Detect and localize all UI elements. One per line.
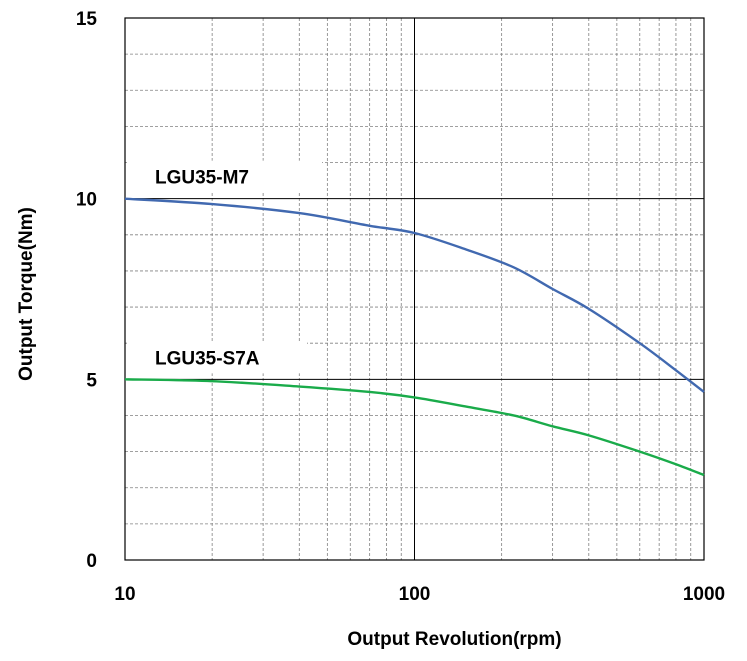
y-tick-label: 15 — [76, 9, 98, 30]
y-tick-labels: 0 5 10 15 — [76, 9, 98, 572]
plot-frame — [124, 17, 705, 561]
series-layer — [124, 197, 705, 477]
series-label-2: LGU35-S7A — [155, 348, 260, 369]
x-tick-label: 1000 — [683, 584, 725, 605]
series-line-2 — [124, 378, 705, 477]
y-tick-label: 0 — [86, 551, 97, 572]
y-tick-label: 5 — [86, 370, 97, 391]
series-line-1 — [124, 197, 705, 393]
x-tick-labels: 10 100 1000 — [114, 584, 725, 605]
y-tick-label: 10 — [76, 190, 97, 211]
x-tick-label: 10 — [114, 584, 135, 605]
series-label-box — [127, 341, 307, 374]
series-label-box — [127, 160, 322, 193]
series-labels: LGU35-M7 LGU35-S7A — [127, 160, 322, 374]
x-tick-label: 100 — [399, 584, 431, 605]
x-axis-title: Output Revolution(rpm) — [347, 629, 561, 650]
series-label-1: LGU35-M7 — [155, 168, 249, 189]
y-axis-title: Output Torque(Nm) — [16, 207, 37, 381]
grid — [125, 18, 704, 560]
